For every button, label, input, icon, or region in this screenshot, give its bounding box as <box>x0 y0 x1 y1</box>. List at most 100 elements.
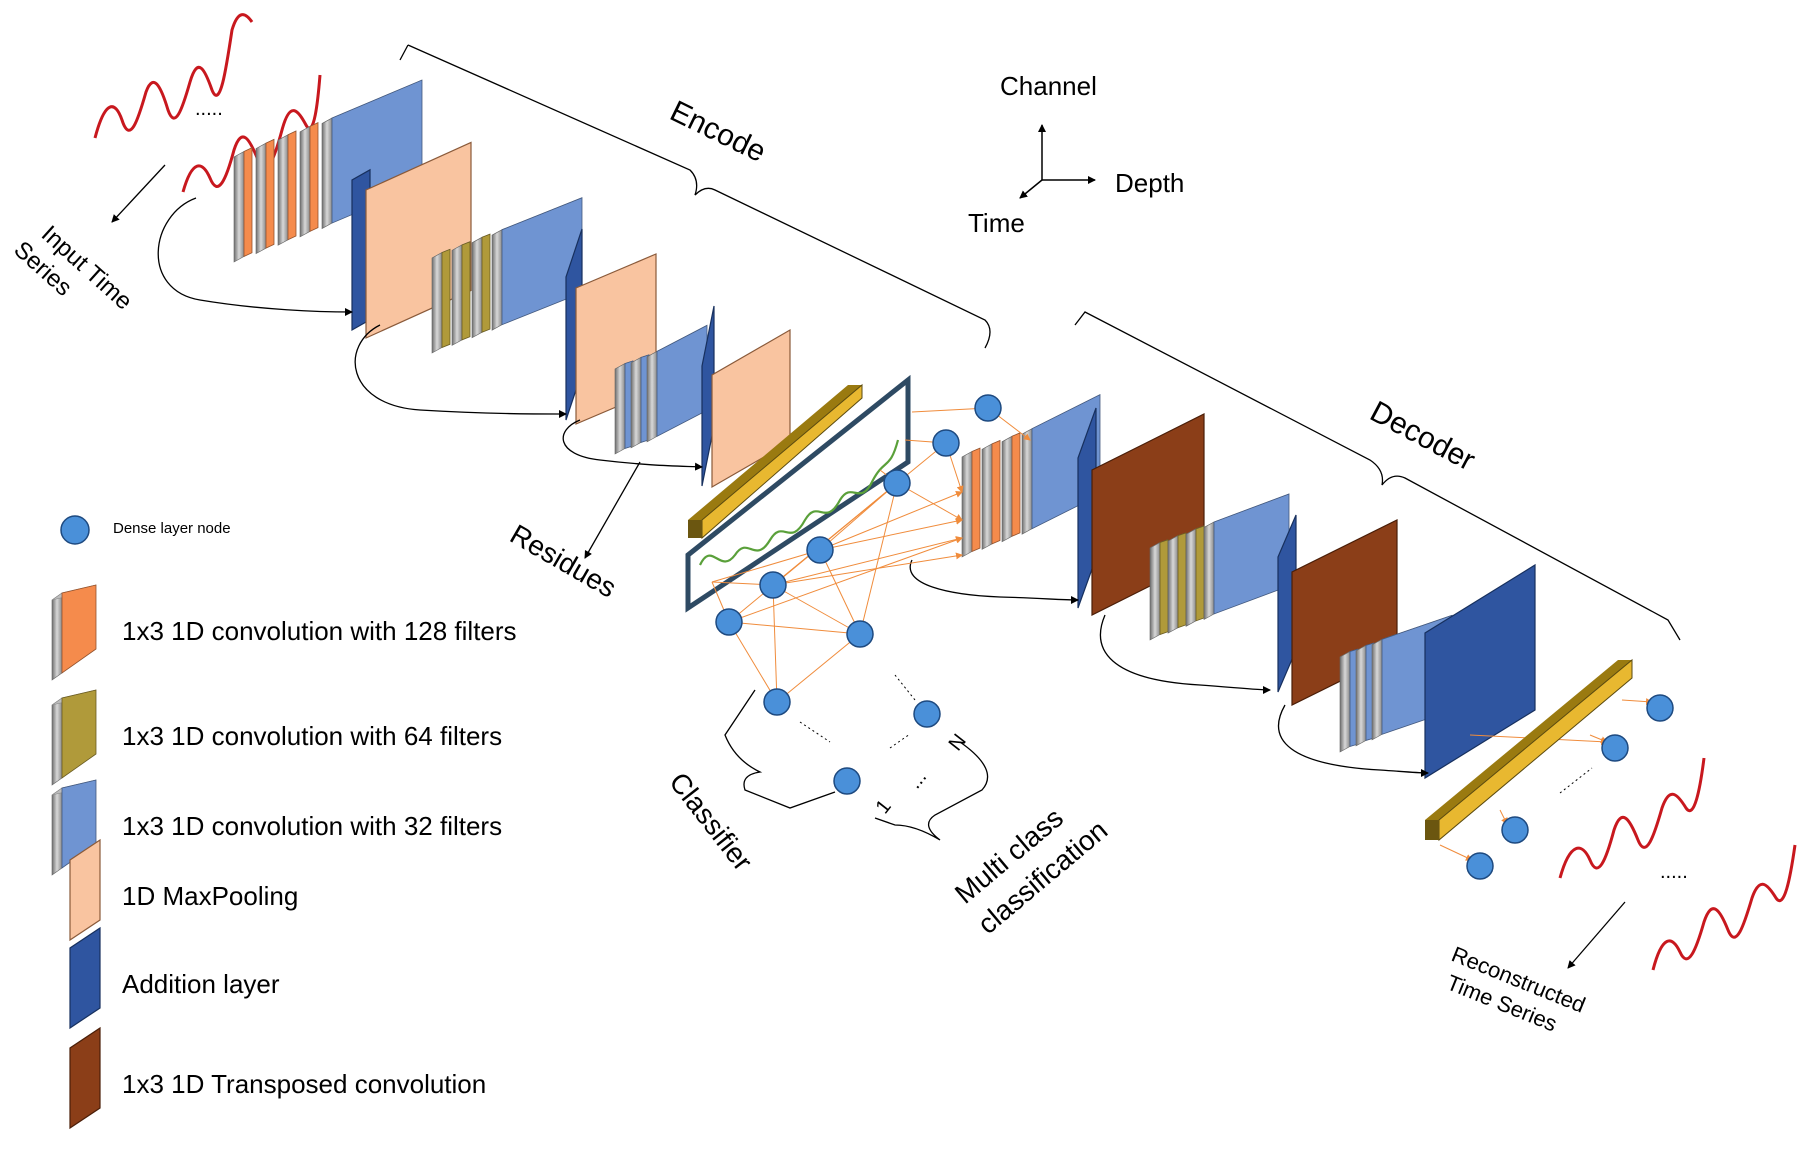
output-bar-side <box>1425 820 1439 840</box>
output-signal-wave-2 <box>1651 844 1797 971</box>
dense-node-d4 <box>1466 852 1494 880</box>
legend-item-maxpool: 1D MaxPooling <box>69 838 298 942</box>
legend-label-addition: Addition layer <box>122 969 280 999</box>
dense-node-f <box>715 608 743 636</box>
decoder-conv-block-1 <box>961 394 1101 558</box>
input-ellipsis: ..... <box>195 98 223 120</box>
encoder-conv-block-1-slab-1 <box>233 147 253 263</box>
legend: Dense layer node 1x3 1D convolution with… <box>51 515 517 1130</box>
dense-connection-20 <box>858 482 898 635</box>
dense-connection-10 <box>772 442 947 586</box>
dense-connection-14 <box>728 536 963 623</box>
dense-node-d3 <box>1501 816 1529 844</box>
axis-time-label: Time <box>968 208 1025 238</box>
legend-item-conv32: 1x3 1D convolution with 32 filters <box>51 779 502 876</box>
legend-dense-node-icon <box>60 515 90 545</box>
output-connection-3 <box>1621 698 1653 706</box>
reconstructed-label: Reconstructed Time Series <box>1438 941 1595 1046</box>
dense-connection-18 <box>819 549 861 635</box>
axis-channel-label: Channel <box>1000 71 1097 101</box>
decoder-conv-block-1-slab-1 <box>961 447 981 558</box>
dense-connection-24 <box>711 548 821 583</box>
encoder-conv-block-2-slab-3 <box>471 233 491 339</box>
dense-ellipsis-line-1 <box>799 721 831 743</box>
class-dots-label: ... <box>904 766 932 793</box>
legend-label-conv128: 1x3 1D convolution with 128 filters <box>122 616 517 646</box>
latent-bottleneck: Residues <box>505 374 911 613</box>
legend-label-transposed: 1x3 1D Transposed convolution <box>122 1069 486 1099</box>
legend-item-addition: Addition layer <box>69 926 280 1030</box>
encoder-conv-block-2-slab-2 <box>451 241 471 346</box>
decoder-addition-3 <box>1424 563 1536 780</box>
encoder-conv-block-1-slab-2 <box>255 138 275 255</box>
output-arrow <box>1567 901 1626 969</box>
dense-node-d2 <box>1601 734 1629 762</box>
class-first-label: 1 <box>872 796 896 818</box>
dense-connection-13 <box>772 536 963 586</box>
classifier-annotations: Classifier 1 ... N Multi class classific… <box>663 689 1113 940</box>
output-ellipsis: ..... <box>1660 861 1688 883</box>
residual-curve-1 <box>157 197 353 316</box>
legend-item-conv64: 1x3 1D convolution with 64 filters <box>51 689 502 786</box>
decoder-label: Decoder <box>1365 395 1481 477</box>
dense-connection-15 <box>772 552 963 586</box>
input-signal-wave-1 <box>93 13 254 139</box>
residual-curve-6 <box>1277 704 1429 777</box>
encoder-conv-block-2-slab-1 <box>431 248 451 354</box>
legend-item-transposed: 1x3 1D Transposed convolution <box>69 1026 486 1130</box>
decoder-conv-block-2 <box>1149 493 1290 641</box>
dense-node-e <box>759 571 787 599</box>
encoder-conv-block-2 <box>431 197 583 354</box>
output-connection-5 <box>1439 844 1473 861</box>
decoder-conv-block-2-slab-3 <box>1185 525 1205 627</box>
output-signal-wave-1 <box>1558 757 1706 879</box>
dense-ellipsis-line-4 <box>1559 767 1593 794</box>
input-arrow <box>111 164 166 223</box>
multiclass-label: Multi class classification <box>947 785 1113 940</box>
encoder-conv-block-3-slab-3 <box>646 324 708 443</box>
legend-label-maxpool: 1D MaxPooling <box>122 881 298 911</box>
bottleneck-box <box>685 374 911 613</box>
dense-ellipsis-line-2 <box>894 674 916 701</box>
dense-connection-22 <box>776 633 861 703</box>
classifier-bracket <box>724 689 836 809</box>
class-last-label: N <box>945 730 971 755</box>
encoder-conv-block-3 <box>614 324 708 455</box>
axis-depth-label: Depth <box>1115 168 1184 198</box>
encoder-conv-block-2-slab-4 <box>491 197 583 331</box>
dense-network <box>711 394 1674 880</box>
decoder-conv-block-2-slab-1 <box>1149 539 1169 641</box>
encoder-conv-block-1-slab-3 <box>277 130 297 246</box>
legend-label-conv64: 1x3 1D convolution with 64 filters <box>122 721 502 751</box>
dense-node-h <box>763 688 791 716</box>
encode-label: Encode <box>665 95 771 169</box>
encoder-conv-block-3-slab-2 <box>630 354 650 449</box>
residual-curve-5 <box>1099 614 1271 694</box>
residual-curve-4 <box>909 559 1079 604</box>
bottleneck-signal <box>699 439 900 566</box>
decoder-conv-block-2-slab-2 <box>1167 532 1187 634</box>
decoder-conv-block-1-slab-4 <box>1021 394 1101 535</box>
legend-dense-node-label: Dense layer node <box>113 520 231 537</box>
input-label: Input Time Series <box>8 214 142 342</box>
latent-bar-top <box>688 385 862 520</box>
dense-node-i <box>913 700 941 728</box>
dense-node-d1 <box>1646 694 1674 722</box>
dense-node-a <box>974 394 1002 422</box>
dense-connection-21 <box>772 584 781 703</box>
output-bar-top <box>1425 660 1632 820</box>
decoder-conv-block-3-slab-2 <box>1355 642 1375 747</box>
legend-item-conv128: 1x3 1D convolution with 128 filters <box>51 584 517 681</box>
residues-arrow <box>584 461 641 559</box>
encoder-layers <box>233 79 1536 780</box>
dense-node-g <box>846 620 874 648</box>
latent-bar-side <box>688 520 702 538</box>
encoder-conv-block-1-slab-4 <box>299 121 319 238</box>
legend-items: 1x3 1D convolution with 128 filters 1x3 1… <box>51 584 517 1130</box>
multiclass-bracket <box>874 741 989 841</box>
legend-label-conv32: 1x3 1D convolution with 32 filters <box>122 811 502 841</box>
decoder-conv-block-3-slab-1 <box>1339 648 1359 753</box>
residual-curve-2 <box>354 324 567 418</box>
decoder-conv-block-2-slab-4 <box>1203 493 1290 620</box>
